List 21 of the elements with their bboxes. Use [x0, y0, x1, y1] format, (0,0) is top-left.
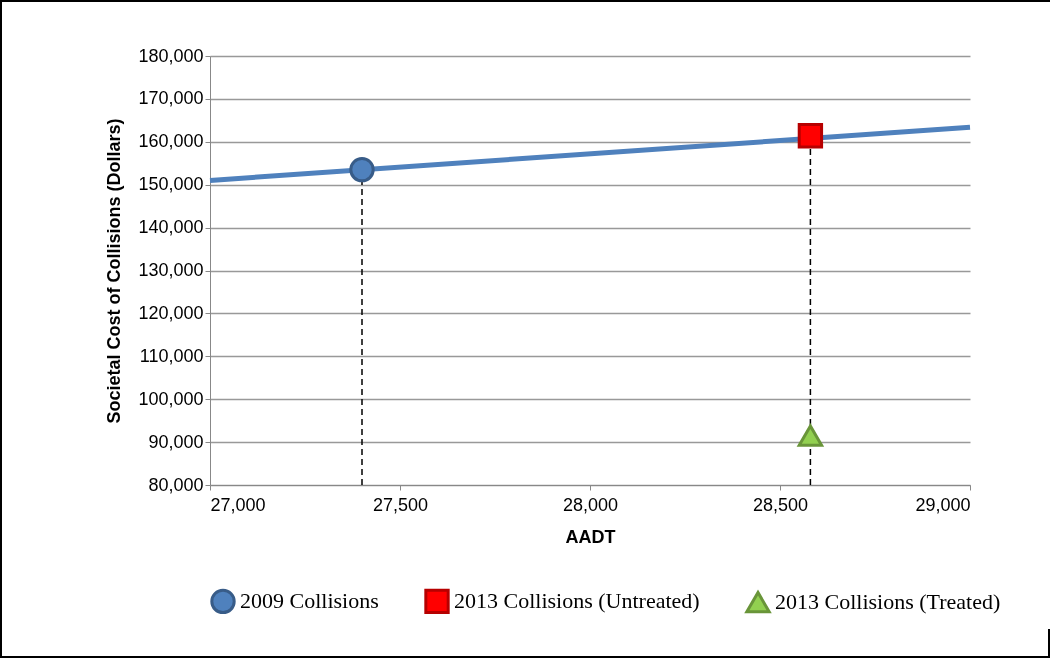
y-tick-label: 90,000 [148, 431, 204, 452]
x-axis-title: AADT [565, 526, 616, 547]
y-axis-title: Societal Cost of Collisions (Dollars) [104, 118, 125, 424]
legend-label: 2013 Collisions (Treated) [775, 589, 1001, 615]
legend-label: 2009 Collisions [240, 588, 379, 614]
y-tick-label: 100,000 [138, 388, 204, 409]
y-tick-label: 130,000 [138, 260, 204, 280]
y-tick-label: 160,000 [138, 131, 204, 152]
y-tick-label: 110,000 [139, 345, 204, 366]
y-tick-label: 140,000 [138, 217, 204, 238]
x-tick-label: 27,000 [210, 494, 266, 515]
y-tick-label: 170,000 [138, 88, 204, 109]
x-tick-label: 29,000 [915, 494, 971, 515]
y-tick-label: 180,000 [138, 45, 204, 66]
y-tick-label: 80,000 [148, 474, 204, 495]
legend-label: 2013 Collisions (Untreated) [454, 588, 700, 614]
x-tick-label: 27,500 [372, 494, 429, 515]
x-tick-label: 28,000 [562, 494, 619, 515]
y-tick-label: 120,000 [138, 302, 204, 323]
x-tick-label: 28,500 [752, 494, 809, 515]
y-tick-label: 150,000 [138, 174, 204, 195]
